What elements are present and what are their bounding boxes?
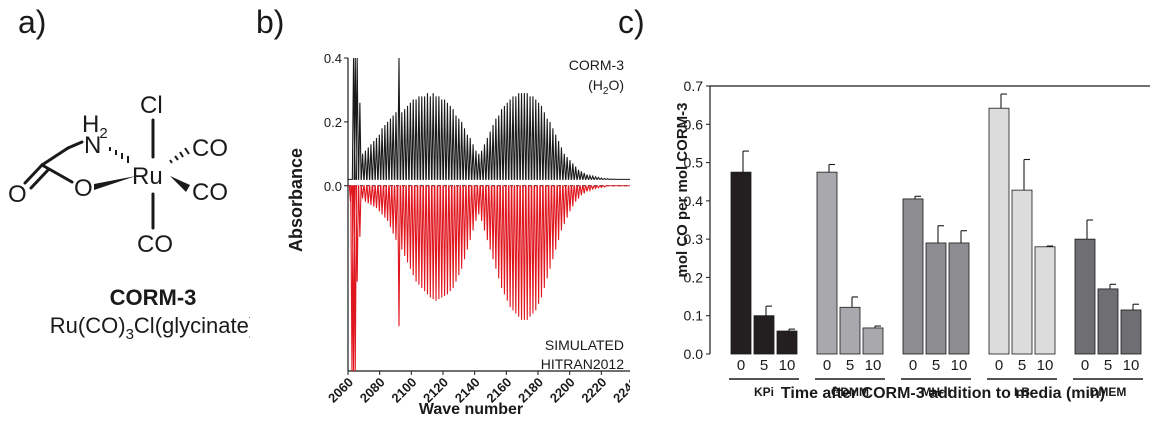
label-h2: H2	[82, 111, 108, 142]
compound-name: CORM-3	[110, 285, 197, 310]
x-tick-label: 2220	[578, 375, 609, 406]
y-tick-label: 0.2	[684, 269, 704, 285]
group-label: KPi	[754, 385, 774, 399]
series-label-simulated-line1: SIMULATED	[545, 337, 624, 353]
label-co-bottom: CO	[137, 231, 173, 258]
bond-c-o-double-1	[23, 163, 44, 185]
time-label: 10	[865, 357, 882, 374]
bar	[753, 315, 775, 355]
time-label: 10	[1123, 357, 1140, 374]
time-label: 0	[995, 357, 1003, 374]
bar	[776, 330, 798, 355]
bar	[1097, 288, 1119, 355]
bond-cc	[40, 146, 70, 167]
series-label-simulated-line2: HITRAN2012	[541, 356, 624, 372]
series-label-corm3-line2: (H2O)	[588, 77, 624, 97]
spectrum-trace	[348, 57, 630, 180]
x-tick-label: 2100	[388, 375, 419, 406]
y-axis-label: Absorbance	[286, 148, 306, 252]
wedge-ru-co-right	[170, 176, 190, 192]
bar	[948, 242, 970, 355]
time-label: 10	[951, 357, 968, 374]
time-label: 5	[846, 357, 854, 374]
label-ru: Ru	[132, 163, 163, 190]
bond-cn	[66, 140, 84, 150]
bar	[1074, 238, 1096, 355]
group-label: GDMM	[831, 385, 869, 399]
time-label: 5	[760, 357, 768, 374]
label-cl: Cl	[140, 92, 163, 119]
time-label: 5	[1104, 357, 1112, 374]
y-tick-label: 0.1	[684, 308, 704, 324]
x-tick-label: 2080	[357, 375, 388, 406]
y-tick-label: 0.3	[684, 231, 704, 247]
label-n: N	[84, 132, 101, 159]
bar	[730, 171, 752, 355]
label-co-right: CO	[192, 179, 228, 206]
x-axis-label: Time after CORM-3 addition to media (min…	[781, 385, 1105, 402]
label-o-carbonyl: O	[8, 181, 27, 208]
y-tick-label: 0.0	[684, 346, 704, 362]
time-label: 0	[737, 357, 745, 374]
x-axis-label: Wave number	[419, 401, 523, 418]
bar	[839, 306, 861, 355]
time-label: 0	[1081, 357, 1089, 374]
y-tick-label: 0.4	[324, 51, 342, 66]
hash-ru-n	[109, 147, 129, 163]
series-label-corm3-line1: CORM-3	[569, 57, 624, 73]
bar	[816, 171, 838, 355]
structure-bonds	[23, 118, 155, 230]
group-label: LB	[1014, 385, 1030, 399]
panel-b-letter: b)	[256, 4, 285, 40]
label-co-top: CO	[192, 135, 228, 162]
bar	[902, 198, 924, 355]
y-tick-label: 0.7	[684, 78, 704, 94]
y-tick-label: 0.0	[324, 179, 342, 194]
group-label: MH-II	[921, 385, 950, 399]
time-label: 5	[1018, 357, 1026, 374]
y-tick-label: 0.6	[684, 116, 704, 132]
group-label: DMEM	[1090, 385, 1127, 399]
bar	[1034, 246, 1056, 355]
bond-co-ring	[40, 163, 74, 184]
x-tick-label: 2240	[610, 375, 630, 406]
bond-c-o-double-2	[29, 168, 50, 190]
compound-formula: Ru(CO)3Cl(glycinate)	[50, 313, 250, 343]
series-corm3	[348, 57, 630, 180]
y-tick-label: 0.4	[684, 193, 704, 209]
time-label: 0	[823, 357, 831, 374]
bar	[925, 242, 947, 355]
bar	[988, 107, 1010, 355]
bar	[1120, 309, 1142, 355]
x-tick-label: 2200	[547, 375, 578, 406]
wedge-ru-o	[94, 176, 136, 190]
y-tick-label: 0.5	[684, 155, 704, 171]
corm3-structure: H2 N Cl Ru CO CO CO O O CORM-3 Ru(CO)3Cl…	[8, 92, 250, 343]
hash-ru-co-top	[169, 147, 190, 164]
spectrum-trace	[348, 185, 630, 372]
time-label: 5	[932, 357, 940, 374]
time-label: 0	[909, 357, 917, 374]
y-tick-label: 0.2	[324, 115, 342, 130]
bar	[862, 327, 884, 355]
time-label: 10	[1037, 357, 1054, 374]
bar	[1011, 189, 1033, 355]
label-o-ring: O	[74, 175, 93, 202]
y-axis-label: mol CO per mol CORM-3	[674, 102, 691, 277]
panel-c-letter: c)	[618, 4, 645, 40]
ir-spectrum-chart: 0.40.20.0 2060 2080 2100 2120 2140 2160 2180 22…	[286, 51, 630, 418]
series-simulated	[348, 185, 630, 372]
time-label: 10	[779, 357, 796, 374]
x-tick-label: 2060	[325, 375, 356, 406]
panel-a-letter: a)	[18, 4, 47, 40]
